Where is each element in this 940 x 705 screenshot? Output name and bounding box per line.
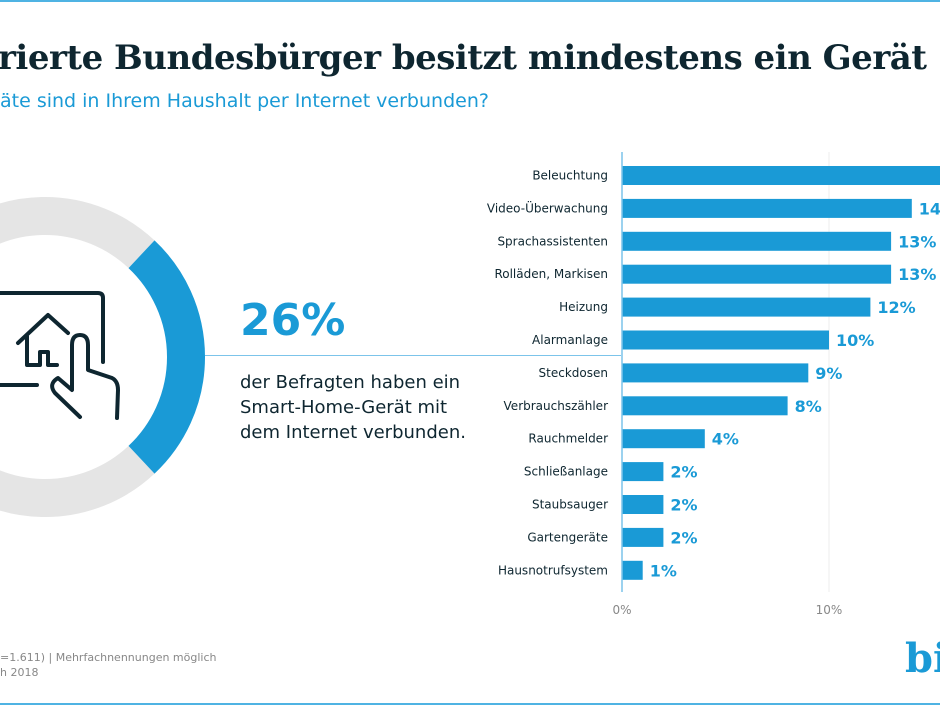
category-label: Video-Überwachung <box>487 199 608 215</box>
bar <box>622 297 871 317</box>
category-label: Steckdosen <box>539 366 608 380</box>
category-label: Rolläden, Markisen <box>494 267 608 281</box>
bar <box>622 166 940 185</box>
bar <box>622 560 643 580</box>
donut-share <box>128 240 205 474</box>
smart-home-touch-icon <box>0 291 120 420</box>
bar <box>622 527 664 547</box>
description-line: der Befragten haben ein <box>240 372 461 393</box>
x-tick-label: 10% <box>816 603 843 617</box>
description-line: dem Internet verbunden. <box>240 422 466 443</box>
highlight-value: 26% <box>240 295 346 346</box>
highlight-description: der Befragten haben ein Smart-Home-Gerät… <box>240 370 466 445</box>
page-subtitle: äte sind in Ihrem Haushalt per Internet … <box>0 90 489 112</box>
category-label: Schließanlage <box>524 465 608 479</box>
data-label: 13% <box>898 265 936 284</box>
bar <box>622 429 705 449</box>
description-line: Smart-Home-Gerät mit <box>240 397 448 418</box>
data-label: 2% <box>670 463 697 482</box>
bottom-rule <box>0 703 940 705</box>
data-label: 4% <box>712 430 739 449</box>
top-rule <box>0 0 940 2</box>
category-label: Alarmanlage <box>532 333 608 347</box>
data-label: 1% <box>650 561 677 580</box>
data-label: 9% <box>815 364 842 383</box>
category-label: Beleuchtung <box>532 169 608 183</box>
category-label: Verbrauchszähler <box>504 399 609 413</box>
bar <box>622 363 809 383</box>
data-label: 14 <box>919 199 940 218</box>
category-label: Heizung <box>559 300 608 314</box>
data-label: 13% <box>898 232 936 251</box>
data-label: 12% <box>877 298 915 317</box>
data-label: 2% <box>670 528 697 547</box>
bar <box>622 495 664 514</box>
bar-chart: Beleuchtung Video-Überwachung 14 Sprachassi… <box>487 152 940 617</box>
bar <box>622 198 912 218</box>
page-title: rierte Bundesbürger besitzt mindestens e… <box>0 38 927 78</box>
bitkom-logo: bi <box>905 635 940 682</box>
bar <box>622 264 892 284</box>
category-label: Rauchmelder <box>528 432 608 446</box>
category-label: Sprachassistenten <box>497 234 608 248</box>
connector-line <box>205 355 621 356</box>
category-label: Hausnotrufsystem <box>498 563 608 577</box>
x-tick-label: 0% <box>612 603 631 617</box>
bar <box>622 396 788 416</box>
category-label: Staubsauger <box>532 498 608 512</box>
footer-note: =1.611) | Mehrfachnennungen möglich h 20… <box>0 650 217 680</box>
footer-line: h 2018 <box>0 666 39 679</box>
bar <box>622 330 829 350</box>
bar <box>622 462 664 482</box>
category-label: Gartengeräte <box>527 530 608 544</box>
data-label: 2% <box>670 496 697 515</box>
bar <box>622 231 892 251</box>
data-label: 8% <box>795 397 822 416</box>
donut-remainder <box>0 197 155 517</box>
donut-chart <box>0 197 205 517</box>
footer-line: =1.611) | Mehrfachnennungen möglich <box>0 651 217 664</box>
data-label: 10% <box>836 331 874 350</box>
